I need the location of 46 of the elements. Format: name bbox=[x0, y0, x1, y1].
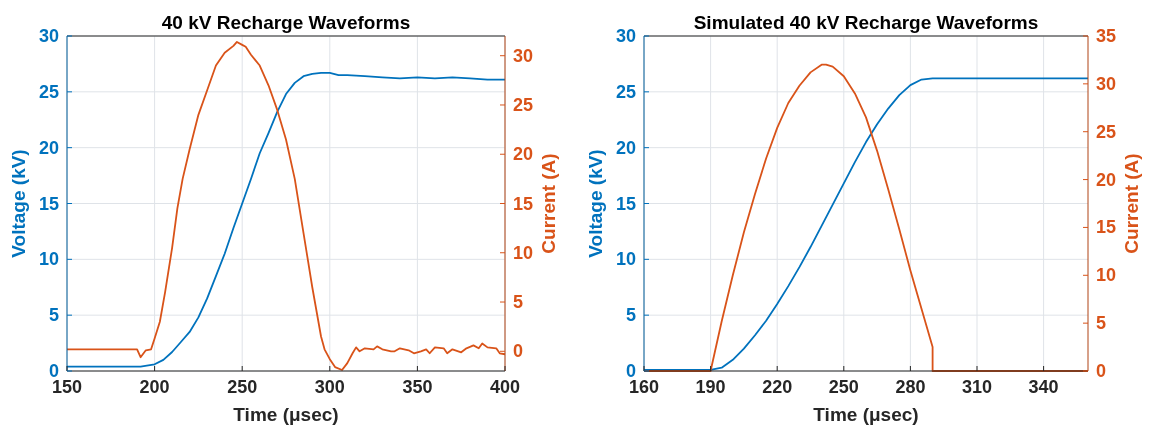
x-axis-title: Time (μsec) bbox=[233, 404, 339, 425]
y2-tick-label: 15 bbox=[513, 193, 534, 214]
y-tick-label: 5 bbox=[48, 305, 59, 326]
x-tick-label: 310 bbox=[961, 377, 993, 397]
y2-tick-label: 25 bbox=[1096, 121, 1117, 142]
y2-tick-label: 35 bbox=[1096, 26, 1117, 46]
chart-title: Simulated 40 kV Recharge Waveforms bbox=[693, 12, 1039, 33]
x-tick-label: 280 bbox=[895, 377, 926, 397]
y2-tick-label: 5 bbox=[513, 292, 524, 313]
x-tick-label: 200 bbox=[139, 377, 170, 397]
y-tick-label: 30 bbox=[615, 26, 636, 46]
y2-tick-label: 20 bbox=[1096, 169, 1117, 190]
y-axis-title: Voltage (kV) bbox=[8, 149, 29, 258]
y-tick-label: 15 bbox=[38, 193, 59, 214]
y-axis-title: Voltage (kV) bbox=[585, 149, 606, 258]
x-tick-label: 190 bbox=[695, 377, 726, 397]
y-tick-label: 30 bbox=[38, 26, 59, 46]
y2-tick-label: 25 bbox=[513, 94, 534, 115]
y-tick-label: 25 bbox=[615, 81, 636, 102]
x-tick-label: 300 bbox=[314, 377, 345, 397]
y2-tick-label: 30 bbox=[513, 45, 534, 66]
y2-tick-label: 0 bbox=[513, 341, 524, 362]
y2-tick-label: 20 bbox=[513, 144, 534, 165]
x-tick-label: 350 bbox=[402, 377, 433, 397]
y-tick-label: 5 bbox=[625, 305, 636, 326]
y-tick-label: 20 bbox=[615, 137, 636, 158]
x-tick-label: 340 bbox=[1028, 377, 1059, 397]
x-tick-label: 250 bbox=[828, 377, 859, 397]
y-tick-label: 10 bbox=[38, 249, 59, 270]
x-tick-label: 400 bbox=[489, 377, 521, 397]
y-tick-label: 25 bbox=[38, 81, 59, 102]
y2-tick-label: 10 bbox=[513, 242, 534, 263]
x-axis-title: Time (μsec) bbox=[813, 404, 919, 425]
y-tick-label: 10 bbox=[615, 249, 636, 270]
y2-tick-label: 15 bbox=[1096, 217, 1117, 238]
y2-axis-title: Current (A) bbox=[538, 153, 559, 254]
y2-tick-label: 5 bbox=[1096, 313, 1107, 334]
y-tick-label: 15 bbox=[615, 193, 636, 214]
y-tick-label: 20 bbox=[38, 137, 59, 158]
chart-title: 40 kV Recharge Waveforms bbox=[161, 12, 411, 33]
x-tick-label: 220 bbox=[762, 377, 793, 397]
y2-tick-label: 0 bbox=[1096, 361, 1107, 381]
y2-tick-label: 30 bbox=[1096, 73, 1117, 94]
y2-tick-label: 10 bbox=[1096, 265, 1117, 286]
x-tick-label: 250 bbox=[227, 377, 258, 397]
y2-axis-title: Current (A) bbox=[1121, 153, 1142, 254]
